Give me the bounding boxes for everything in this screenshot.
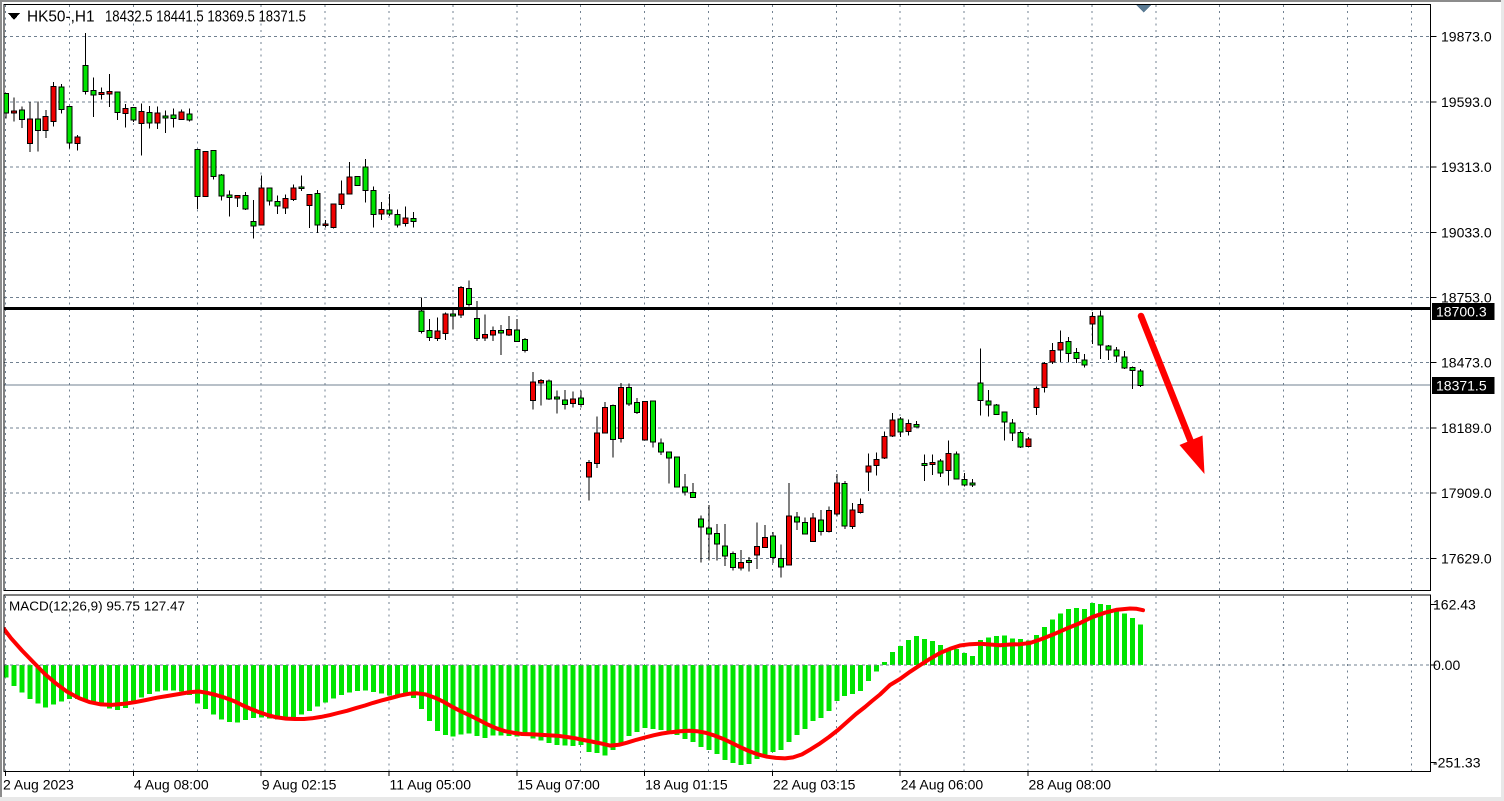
svg-text:4 Aug 08:00: 4 Aug 08:00 <box>134 777 209 793</box>
svg-text:11 Aug 05:00: 11 Aug 05:00 <box>390 777 472 793</box>
svg-text:24 Aug 06:00: 24 Aug 06:00 <box>901 777 984 793</box>
svg-text:28 Aug 08:00: 28 Aug 08:00 <box>1029 777 1112 793</box>
svg-text:18473.0: 18473.0 <box>1441 355 1492 371</box>
svg-text:MACD(12,26,9) 95.75 127.47: MACD(12,26,9) 95.75 127.47 <box>9 599 185 614</box>
svg-text:HK50-,H1: HK50-,H1 <box>27 9 95 26</box>
svg-text:19033.0: 19033.0 <box>1441 224 1492 240</box>
svg-text:19313.0: 19313.0 <box>1441 159 1492 175</box>
svg-text:18432.5 18441.5 18369.5 18371.: 18432.5 18441.5 18369.5 18371.5 <box>105 9 306 26</box>
svg-text:22 Aug 03:15: 22 Aug 03:15 <box>773 777 856 793</box>
svg-text:18 Aug 01:15: 18 Aug 01:15 <box>645 777 728 793</box>
svg-text:17629.0: 17629.0 <box>1441 550 1492 566</box>
svg-text:18753.0: 18753.0 <box>1441 290 1492 306</box>
svg-text:162.43: 162.43 <box>1433 597 1476 613</box>
svg-text:18700.3: 18700.3 <box>1436 303 1487 319</box>
svg-text:19593.0: 19593.0 <box>1441 94 1492 110</box>
svg-text:2 Aug 2023: 2 Aug 2023 <box>3 777 74 793</box>
svg-text:18371.5: 18371.5 <box>1436 378 1487 394</box>
svg-text:19873.0: 19873.0 <box>1441 29 1492 45</box>
svg-text:-251.33: -251.33 <box>1433 754 1481 770</box>
svg-text:9 Aug 02:15: 9 Aug 02:15 <box>262 777 337 793</box>
svg-text:0.00: 0.00 <box>1433 657 1460 673</box>
svg-text:15 Aug 07:00: 15 Aug 07:00 <box>517 777 600 793</box>
svg-text:17909.0: 17909.0 <box>1441 485 1492 501</box>
svg-text:18189.0: 18189.0 <box>1441 420 1492 436</box>
